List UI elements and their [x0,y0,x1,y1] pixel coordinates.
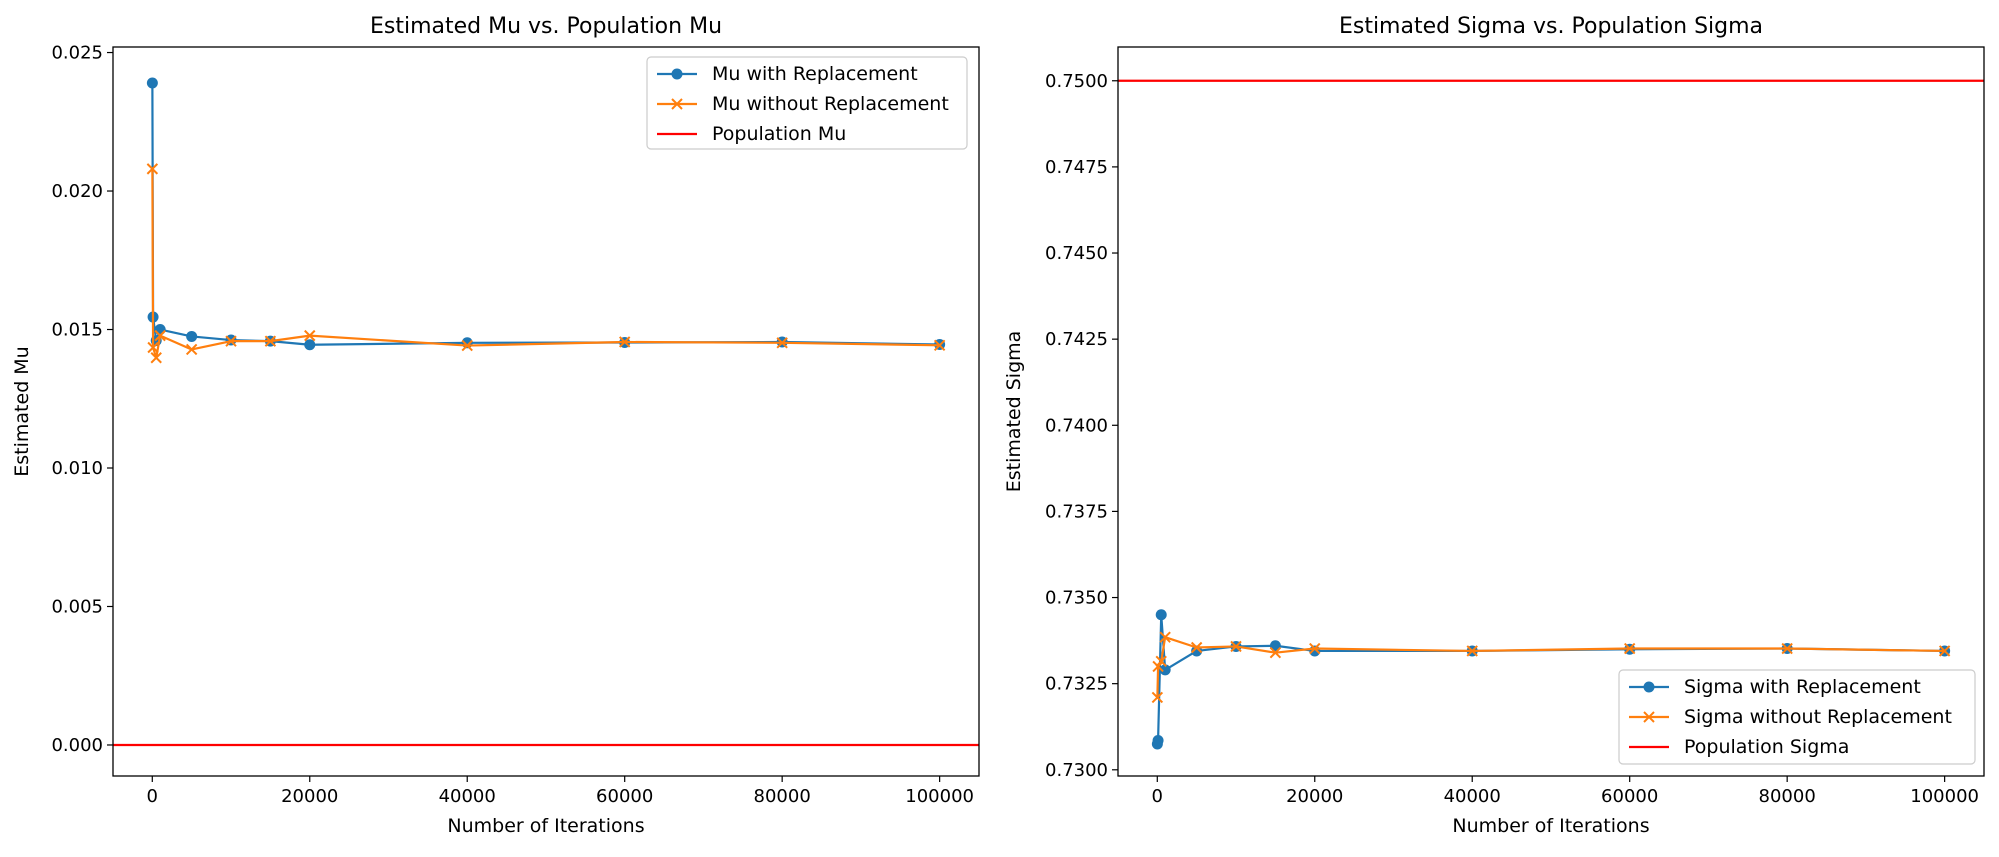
x-tick-label: 20000 [281,786,338,807]
data-point [1309,645,1321,657]
x-axis-label: Number of Iterations [1452,815,1649,837]
data-point [304,339,316,351]
data-point [1159,631,1171,643]
data-point [1623,642,1636,655]
legend: Mu with Replacement Mu without Replacemen… [646,56,968,150]
data-point [1938,645,1951,657]
y-tick-label: 0.7475 [1045,157,1108,178]
x-tick-label: 0 [1152,786,1163,807]
data-point [1269,646,1282,659]
x-tick-label: 80000 [754,786,811,807]
y-tick-label: 0.010 [51,458,103,479]
legend-label: Mu with Replacement [712,63,918,85]
data-point [150,352,162,364]
y-axis-label: Estimated Mu [11,346,33,476]
chart-title: Estimated Mu vs. Population Mu [370,14,722,39]
data-point [186,330,198,342]
x-tick-label: 100000 [905,786,974,807]
legend-marker [671,68,683,80]
legend-label: Mu without Replacement [712,93,949,115]
data-point [1230,640,1242,653]
data-point [461,339,473,352]
legend-label: Population Mu [712,123,846,145]
legend-label: Sigma with Replacement [1684,676,1921,698]
x-tick-label: 60000 [596,786,653,807]
x-tick-label: 100000 [1910,786,1979,807]
data-point [1159,664,1171,676]
data-point [1190,641,1203,654]
x-tick-label: 40000 [1444,786,1501,807]
y-tick-label: 0.7425 [1045,329,1108,350]
data-point [154,329,166,342]
y-tick-label: 0.020 [51,181,103,202]
x-tick-label: 80000 [1759,786,1816,807]
legend-box [646,56,968,150]
x-axis-label: Number of Iterations [447,815,644,837]
data-point [1781,642,1793,655]
legend: Sigma with Replacement Sigma without Repl… [1618,669,1976,765]
data-point [1155,655,1167,667]
data-point [1466,645,1478,657]
x-tick-label: 60000 [1601,786,1658,807]
y-tick-label: 0.7300 [1045,760,1108,781]
plot-frame [112,46,980,777]
x-tick-label: 20000 [1286,786,1343,807]
plot-frame [1117,46,1985,777]
data-point [146,163,159,175]
series-line [151,168,940,359]
data-point [225,335,237,347]
y-tick-label: 0.7450 [1045,243,1108,264]
data-point [146,77,158,89]
y-tick-label: 0.000 [51,735,103,756]
y-tick-label: 0.7400 [1045,415,1108,436]
y-axis-label: Estimated Sigma [1003,331,1025,493]
y-tick-label: 0.025 [51,43,103,64]
chart-1: Estimated Mu vs. Population Mu 0 20000 4000… [11,14,980,837]
legend-marker [671,98,683,110]
y-tick-label: 0.7325 [1045,674,1108,695]
data-point [1151,691,1164,704]
data-point [1155,609,1167,621]
x-tick-label: 40000 [439,786,496,807]
y-tick-label: 0.7375 [1045,501,1108,522]
data-point [304,329,316,342]
y-tick-label: 0.7350 [1045,588,1108,609]
legend-marker [1643,711,1655,723]
legend-label: Sigma without Replacement [1684,706,1952,728]
data-point [185,343,198,356]
data-point [154,324,166,336]
data-point [264,335,277,347]
y-tick-label: 0.7500 [1045,71,1108,92]
y-tick-label: 0.005 [51,596,103,617]
data-point [776,337,788,349]
chart-2: Estimated Sigma vs. Population Sigma 0 200… [1003,14,1985,837]
legend-label: Population Sigma [1684,736,1849,758]
y-tick-label: 0.015 [51,320,103,341]
x-tick-label: 0 [147,786,158,807]
chart-title: Estimated Sigma vs. Population Sigma [1339,14,1763,39]
data-point [147,341,159,354]
data-point [1309,642,1321,655]
data-point [618,336,631,348]
legend-marker [1643,681,1655,693]
data-point [1152,735,1164,747]
data-point [1152,660,1164,673]
legend-box [1618,669,1976,765]
data-point [933,339,946,352]
